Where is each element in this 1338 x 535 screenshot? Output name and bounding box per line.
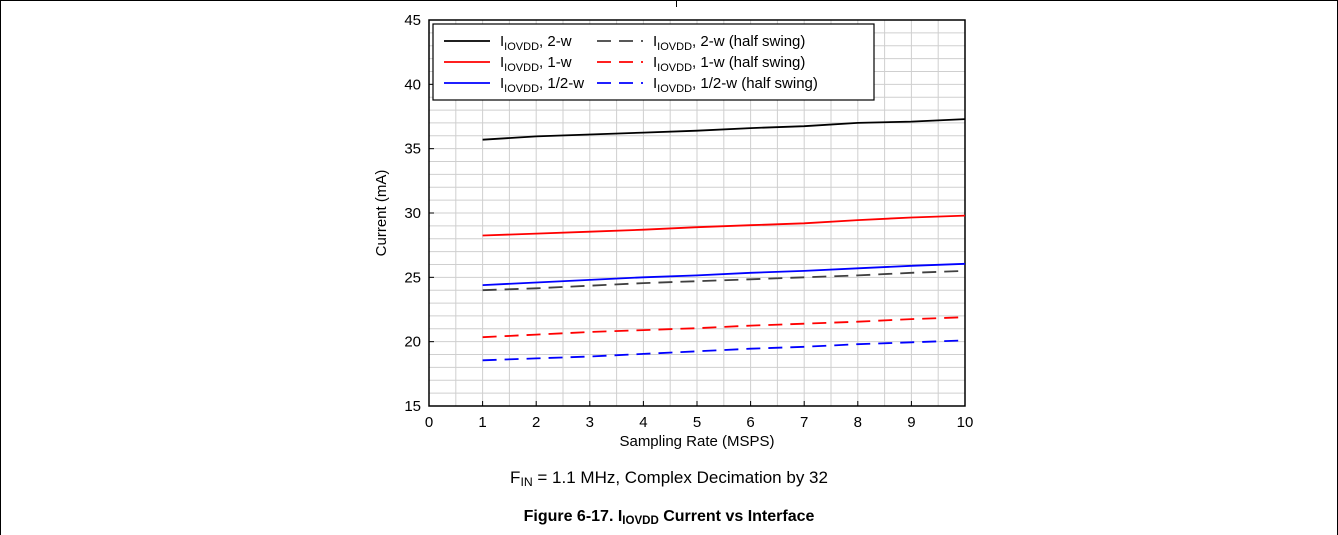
y-tick-label: 40: [404, 76, 421, 93]
x-tick-label: 9: [907, 414, 915, 431]
y-tick-label: 15: [404, 398, 421, 415]
x-tick-label: 1: [478, 414, 486, 431]
legend-label: IIOVDD, 1-w (half swing): [653, 54, 805, 74]
test-condition: FIN = 1.1 MHz, Complex Decimation by 32: [510, 468, 828, 490]
x-tick-label: 5: [693, 414, 701, 431]
x-tick-label: 0: [425, 414, 433, 431]
y-axis-label: Current (mA): [373, 170, 390, 257]
y-tick-label: 25: [404, 269, 421, 286]
x-tick-label: 3: [586, 414, 594, 431]
series-line: [482, 214, 966, 237]
figure-caption: Figure 6-17. IIOVDD Current vs Interface: [523, 508, 815, 527]
series-line: [482, 262, 966, 286]
x-tick-label: 10: [957, 414, 974, 431]
page-frame-tick: [676, 0, 677, 7]
page-frame-top: [0, 0, 1338, 1]
legend-label: IIOVDD, 2-w: [500, 33, 572, 53]
x-tick-label: 6: [746, 414, 754, 431]
legend-label: IIOVDD, 1-w: [500, 54, 572, 74]
series-line: [482, 270, 966, 292]
x-tick-label: 2: [532, 414, 540, 431]
legend-label: IIOVDD, 1/2-w (half swing): [653, 75, 818, 95]
y-tick-label: 35: [404, 141, 421, 158]
y-tick-label: 45: [404, 12, 421, 29]
series-line: [482, 316, 966, 339]
y-tick-label: 20: [404, 334, 421, 351]
series-line: [482, 118, 966, 141]
x-axis-label: Sampling Rate (MSPS): [619, 433, 774, 450]
series-line: [482, 339, 966, 362]
x-tick-label: 7: [800, 414, 808, 431]
legend-label: IIOVDD, 2-w (half swing): [653, 33, 805, 53]
page-frame-left: [0, 0, 1, 535]
legend-label: IIOVDD, 1/2-w: [500, 75, 584, 95]
x-tick-label: 8: [854, 414, 862, 431]
x-tick-label: 4: [639, 414, 647, 431]
y-tick-label: 30: [404, 205, 421, 222]
legend-box: [432, 23, 875, 101]
